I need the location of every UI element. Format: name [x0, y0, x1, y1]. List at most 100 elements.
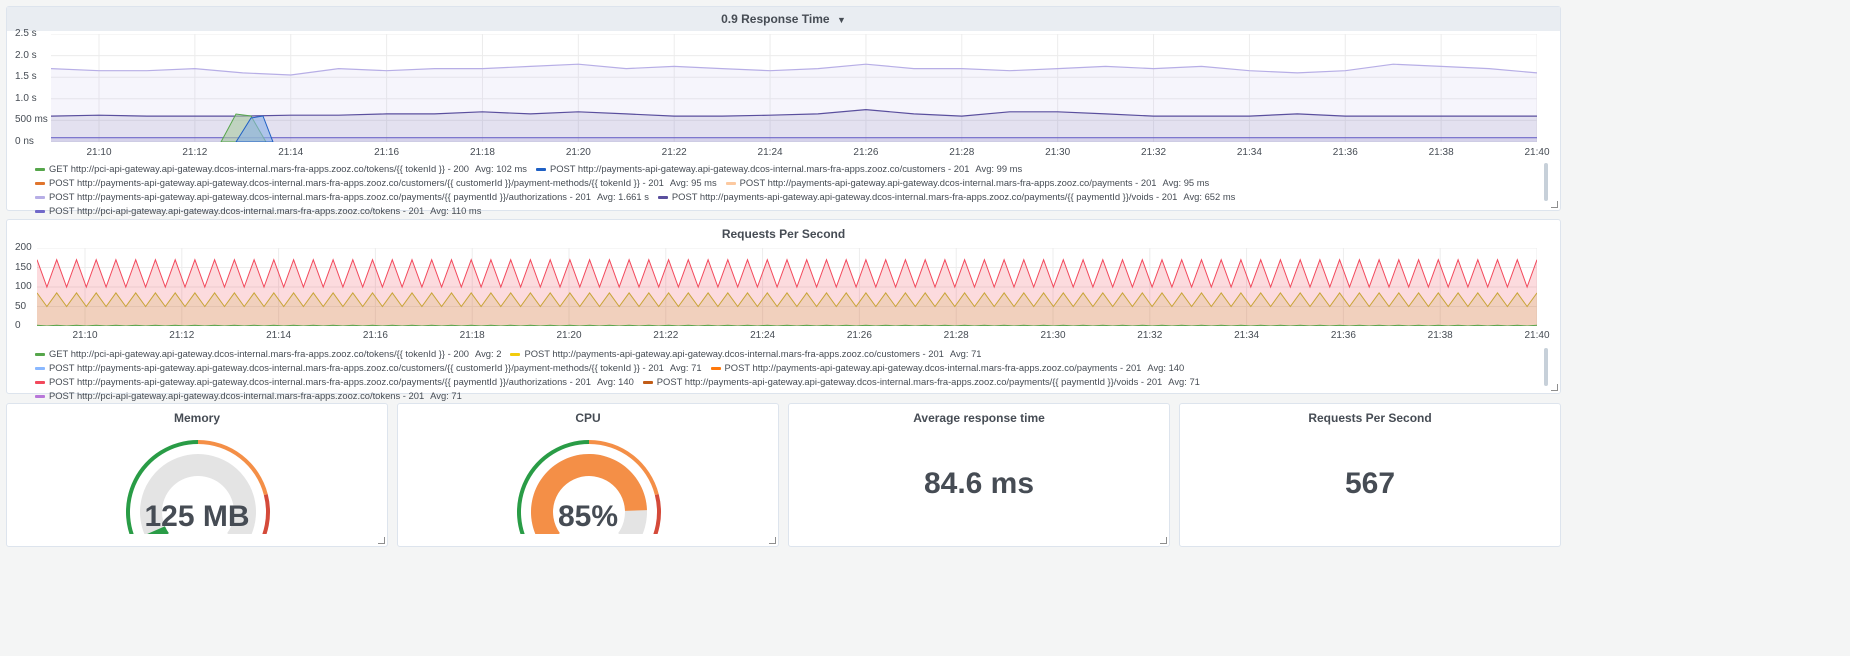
x-tick-label: 21:14: [266, 330, 292, 341]
legend-swatch: [35, 381, 45, 385]
y-tick-label: 0: [15, 320, 21, 331]
legend-avg: Avg: 71: [669, 362, 702, 373]
gauge-bg: [140, 454, 256, 534]
legend-item[interactable]: POST http://payments-api-gateway.api-gat…: [510, 347, 982, 361]
legend-item[interactable]: POST http://payments-api-gateway.api-gat…: [710, 361, 1185, 375]
y-tick-label: 500 ms: [15, 114, 48, 126]
legend-label: POST http://payments-api-gateway.api-gat…: [739, 177, 1157, 188]
legend-avg: Avg: 140: [1147, 362, 1185, 373]
x-tick-label: 21:30: [1040, 330, 1066, 341]
rps-stat-panel: Requests Per Second 567: [1179, 403, 1561, 547]
legend-avg: Avg: 99 ms: [975, 163, 1023, 174]
legend-label: POST http://pci-api-gateway.api-gateway.…: [49, 205, 425, 216]
x-tick-label: 21:24: [750, 330, 776, 341]
x-tick-label: 21:10: [86, 147, 112, 158]
legend-swatch: [710, 367, 721, 371]
series-line: [51, 108, 1537, 117]
cpu-value: 85%: [557, 500, 619, 533]
legend-item[interactable]: POST http://payments-api-gateway.api-gat…: [725, 176, 1210, 190]
legend-swatch: [35, 353, 45, 357]
series-area: [51, 109, 1537, 142]
legend-label: POST http://payments-api-gateway.api-gat…: [49, 376, 591, 387]
legend-avg: Avg: 71: [1168, 376, 1200, 387]
gauge-fill: [531, 454, 647, 534]
panel-title[interactable]: CPU: [575, 411, 601, 425]
rps-legend: GET http://pci-api-gateway.api-gateway.d…: [35, 347, 1530, 403]
legend-item[interactable]: GET http://pci-api-gateway.api-gateway.d…: [35, 347, 501, 361]
legend-avg: Avg: 95 ms: [669, 177, 717, 188]
legend-swatch: [642, 381, 653, 385]
resize-handle[interactable]: [769, 537, 776, 544]
legend-label: POST http://pci-api-gateway.api-gateway.…: [49, 390, 425, 401]
y-tick-label: 2.5 s: [15, 28, 37, 39]
x-tick-label: 21:10: [72, 330, 98, 341]
response-time-panel: 0.9 Response Time ▼ 2.5 s 2.0 s 1.5 s 1.0 s…: [6, 6, 1561, 216]
x-tick-label: 21:36: [1330, 330, 1356, 341]
legend-swatch: [725, 182, 736, 186]
legend-swatch: [35, 168, 45, 172]
x-tick-label: 21:22: [661, 147, 687, 158]
series-line: [37, 324, 1537, 326]
rps-chart[interactable]: [37, 248, 1537, 326]
rps-chart-panel: Requests Per Second 200 150 100 50 0 21:10 21…: [6, 219, 1561, 401]
legend-item[interactable]: POST http://pci-api-gateway.api-gateway.…: [35, 204, 481, 218]
legend-avg: Avg: 95 ms: [1162, 177, 1210, 188]
x-tick-label: 21:16: [362, 330, 388, 341]
chevron-down-icon[interactable]: ▼: [836, 15, 846, 25]
rps-stat-value: 567: [1344, 467, 1396, 500]
y-tick-label: 2.0 s: [15, 49, 37, 61]
legend-avg: Avg: 71: [430, 390, 462, 401]
response-time-legend: GET http://pci-api-gateway.api-gateway.d…: [35, 162, 1530, 218]
memory-gauge: [126, 440, 270, 534]
y-tick-label: 200: [15, 242, 32, 253]
legend-label: POST http://payments-api-gateway.api-gat…: [49, 362, 664, 373]
legend-item[interactable]: GET http://pci-api-gateway.api-gateway.d…: [35, 162, 527, 176]
series-spike: [235, 115, 274, 142]
x-tick-label: 21:20: [556, 330, 582, 341]
legend-item[interactable]: POST http://payments-api-gateway.api-gat…: [35, 190, 649, 204]
panel-title[interactable]: Average response time: [913, 411, 1045, 425]
legend-swatch: [510, 353, 521, 357]
cpu-panel: CPU 85%: [397, 403, 779, 547]
series-area: [37, 292, 1537, 326]
panel-title[interactable]: Requests Per Second: [1308, 411, 1432, 425]
x-tick-label: 21:32: [1141, 147, 1167, 158]
response-time-title: 0.9 Response Time: [721, 12, 830, 26]
resize-handle[interactable]: [378, 537, 385, 544]
panel-title[interactable]: 0.9 Response Time ▼: [7, 7, 1560, 31]
threshold-arc: [653, 494, 661, 534]
legend-label: POST http://payments-api-gateway.api-gat…: [524, 348, 944, 359]
legend-swatch: [35, 367, 45, 371]
x-tick-label: 21:20: [565, 147, 591, 158]
legend-scrollbar[interactable]: [1544, 348, 1548, 386]
y-tick-label: 1.0 s: [15, 92, 37, 104]
y-tick-label: 50: [15, 300, 27, 312]
legend-item[interactable]: POST http://payments-api-gateway.api-gat…: [642, 375, 1200, 389]
legend-label: GET http://pci-api-gateway.api-gateway.d…: [49, 163, 470, 174]
legend-item[interactable]: POST http://payments-api-gateway.api-gat…: [535, 162, 1023, 176]
legend-item[interactable]: POST http://payments-api-gateway.api-gat…: [35, 176, 717, 190]
legend-item[interactable]: POST http://payments-api-gateway.api-gat…: [35, 375, 634, 389]
legend-item[interactable]: POST http://pci-api-gateway.api-gateway.…: [35, 389, 462, 403]
panel-title[interactable]: Requests Per Second: [721, 227, 846, 241]
x-tick-label: 21:40: [1524, 147, 1550, 158]
legend-swatch: [535, 168, 546, 172]
memory-value: 125 MB: [144, 500, 250, 533]
legend-item[interactable]: POST http://payments-api-gateway.api-gat…: [657, 190, 1235, 204]
x-tick-label: 21:14: [278, 147, 304, 158]
legend-scrollbar[interactable]: [1544, 163, 1548, 201]
x-tick-label: 21:28: [943, 330, 969, 341]
x-tick-label: 21:12: [169, 330, 195, 341]
avg-response-value: 84.6 ms: [923, 467, 1035, 500]
legend-label: POST http://payments-api-gateway.api-gat…: [671, 191, 1178, 202]
resize-handle[interactable]: [1551, 384, 1558, 391]
x-tick-label: 21:36: [1332, 147, 1358, 158]
legend-item[interactable]: POST http://payments-api-gateway.api-gat…: [35, 361, 702, 375]
panel-title[interactable]: Memory: [173, 411, 220, 425]
resize-handle[interactable]: [1551, 201, 1558, 208]
resize-handle[interactable]: [1160, 537, 1167, 544]
y-tick-label: 150: [15, 261, 32, 273]
legend-swatch: [35, 395, 45, 399]
legend-swatch: [657, 196, 668, 200]
response-time-chart[interactable]: [51, 34, 1537, 142]
